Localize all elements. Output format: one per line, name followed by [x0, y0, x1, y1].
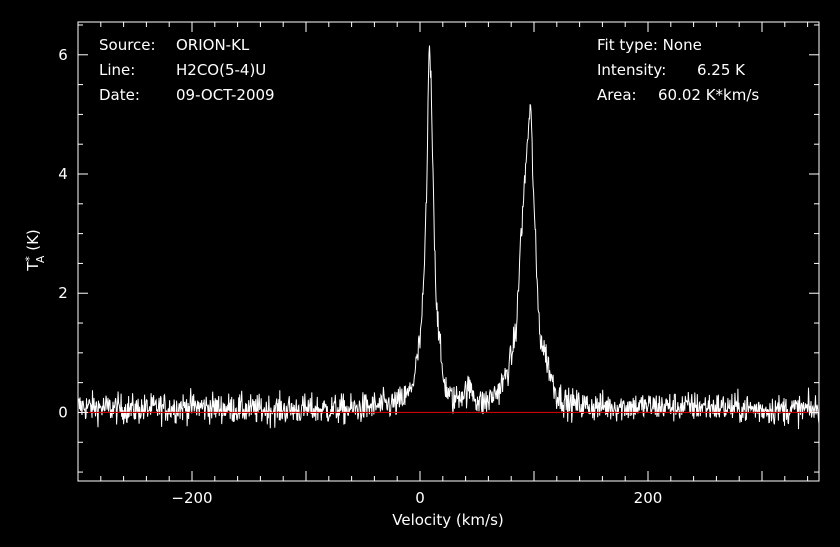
- y-axis-title: T*A (K): [23, 229, 47, 272]
- y-axis-title-unit: (K): [24, 229, 42, 255]
- svg-text:T*A (K): T*A (K): [23, 229, 47, 272]
- y-tick-label: 6: [58, 46, 68, 64]
- intensity-label: Intensity:: [597, 61, 666, 79]
- source-label: Source:: [99, 36, 156, 54]
- y-axis-title-superscript: *: [23, 256, 36, 262]
- fit-type-text: Fit type: None: [597, 36, 702, 54]
- spectrum-line: [77, 45, 820, 430]
- y-axis-title-main: T: [24, 261, 42, 272]
- y-tick-label: 0: [58, 403, 68, 421]
- x-tick-label: −200: [171, 489, 212, 507]
- intensity-value: 6.25 K: [697, 61, 746, 79]
- y-tick-label: 2: [58, 284, 68, 302]
- x-axis-title: Velocity (km/s): [392, 511, 503, 529]
- area-label: Area:: [597, 86, 637, 104]
- line-value: H2CO(5-4)U: [176, 61, 266, 79]
- y-axis-title-subscript: A: [34, 255, 47, 263]
- plot-area: [77, 22, 820, 481]
- source-value: ORION-KL: [176, 36, 250, 54]
- area-value: 60.02 K*km/s: [658, 86, 759, 104]
- date-label: Date:: [99, 86, 140, 104]
- plot-frame: [77, 21, 820, 482]
- x-tick-label: 0: [415, 489, 425, 507]
- x-tick-label: 200: [634, 489, 663, 507]
- y-tick-label: 4: [58, 165, 68, 183]
- line-label: Line:: [99, 61, 135, 79]
- date-value: 09-OCT-2009: [176, 86, 275, 104]
